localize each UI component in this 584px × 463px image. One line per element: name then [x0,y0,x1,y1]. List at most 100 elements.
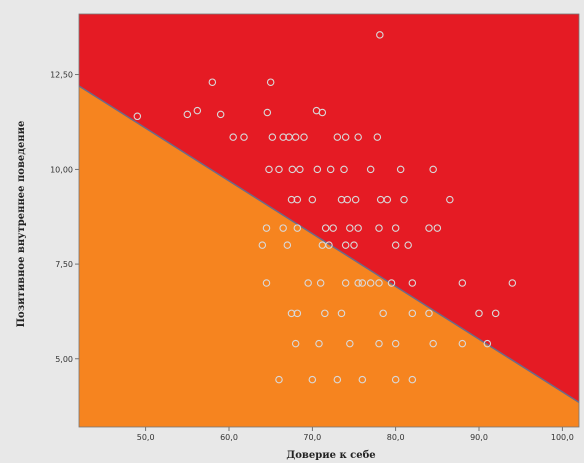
data-point [279,224,287,232]
data-point [326,165,335,174]
data-point [288,165,297,174]
x-axis-ticks: 50,0 60,0 70,0 80,0 90,0 100,0 [137,427,574,442]
data-point [341,133,350,141]
data-point [337,195,346,204]
data-point [316,279,325,287]
data-point [308,375,317,384]
data-point [300,133,308,141]
data-point [391,224,400,232]
data-point [366,279,375,287]
data-point [229,133,237,141]
data-point [343,195,352,204]
y-tick-label: 12,50 [50,71,73,80]
data-point [287,309,296,318]
data-point [315,339,323,348]
data-point [408,309,417,318]
plot-area [79,14,579,427]
data-point [354,133,362,141]
data-point [358,375,367,384]
x-tick-label: 50,0 [137,433,155,442]
data-point [275,375,283,384]
data-point [458,339,467,348]
data-point [333,133,342,141]
data-point [375,279,383,287]
data-point [258,241,267,249]
data-point [458,279,467,287]
data-point [350,241,358,249]
data-point [375,224,383,232]
data-point [346,224,354,232]
data-point [425,309,433,318]
data-point [391,375,400,384]
data-point [379,309,387,318]
data-point [216,110,225,119]
data-point [275,165,283,174]
data-point [491,309,500,318]
data-point [508,279,517,287]
data-point [266,78,275,86]
data-point [475,309,483,318]
data-point [291,133,300,141]
data-point [433,224,442,232]
data-point [391,241,400,249]
data-point [325,241,333,249]
data-point [483,339,492,348]
data-point [400,195,408,204]
data-point [408,279,417,287]
data-point [429,339,437,348]
data-point [313,165,322,174]
data-point [293,309,302,318]
plot-border [78,13,580,428]
decision-boundary-line [79,85,579,404]
data-point [375,339,383,348]
data-point [318,108,327,117]
x-axis-label: Доверие к себе [286,450,375,461]
data-point [240,133,248,141]
x-tick-label: 60,0 [220,433,238,442]
data-point [193,106,202,115]
data-point [341,241,350,249]
data-point [304,279,312,287]
data-point [396,165,405,174]
data-point [333,375,342,384]
data-point [373,133,382,141]
data-point [351,195,360,204]
data-point [408,375,417,384]
data-point [446,195,454,204]
data-point [308,195,317,204]
data-point [429,165,437,174]
data-point [265,165,273,174]
x-tick-label: 80,0 [387,433,405,442]
data-point [321,309,329,318]
y-tick-label: 10,00 [50,165,73,174]
data-point [293,224,302,232]
data-point [425,224,433,232]
data-point [391,339,400,348]
data-point [283,241,292,249]
y-axis-label: Позитивное внутреннее поведение [16,121,27,328]
data-point [358,279,367,287]
y-axis-ticks: 5,00 7,50 10,00 12,50 [50,71,79,364]
x-tick-label: 70,0 [303,433,321,442]
data-point [329,224,337,232]
data-point [183,110,192,119]
data-point [383,195,392,204]
data-point [321,224,330,232]
y-tick-label: 5,00 [55,355,73,364]
y-tick-label: 7,50 [55,260,73,269]
data-point [287,195,296,204]
data-point [376,31,384,39]
data-point [291,339,300,348]
data-point [354,224,362,232]
data-point [263,108,272,117]
data-point [208,78,217,86]
x-tick-label: 100,0 [551,433,574,442]
data-point [337,309,346,318]
data-point [133,112,142,121]
x-tick-label: 90,0 [470,433,488,442]
data-point [387,279,396,287]
data-point [341,279,350,287]
data-point [354,279,362,287]
